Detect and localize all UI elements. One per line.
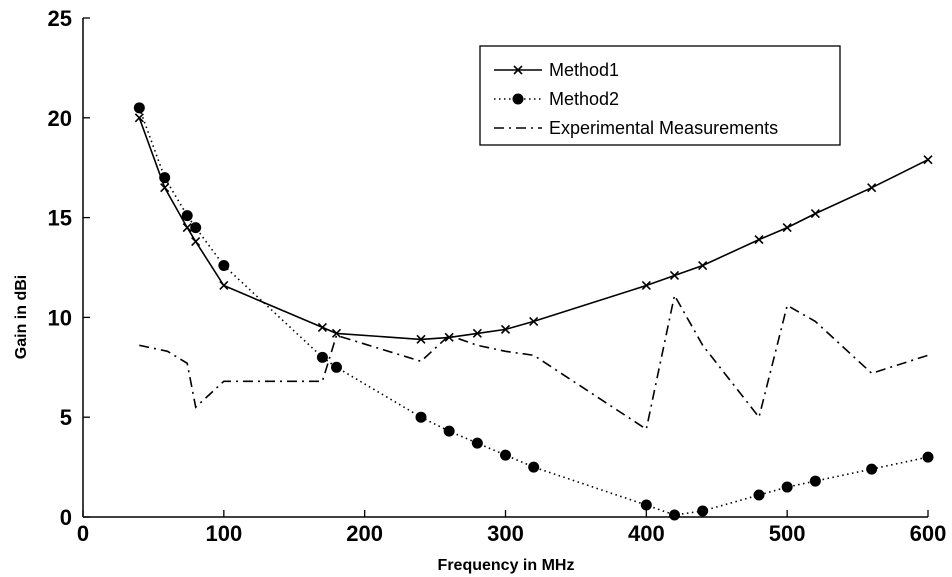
- data-point: [528, 461, 540, 473]
- data-point: [317, 322, 327, 332]
- data-point: [159, 172, 171, 184]
- axes: 0 100 200 300 400 500 600 0 5 10 15 20 25: [48, 6, 947, 546]
- legend-label: Method2: [549, 89, 619, 109]
- data-point: [754, 234, 764, 245]
- x-tick-label: 200: [346, 521, 383, 546]
- data-point: [866, 463, 878, 475]
- series-line: [138, 117, 929, 341]
- x-tick-label: 600: [910, 521, 947, 546]
- data-point: [923, 155, 933, 165]
- data-point: [753, 489, 765, 501]
- x-axis-title: Frequency in MHz: [438, 557, 575, 574]
- data-point: [782, 223, 792, 233]
- data-point: [781, 481, 793, 493]
- data-point: [218, 260, 230, 272]
- data-point: [641, 280, 651, 291]
- data-point: [471, 437, 483, 449]
- legend: Method1 Method2 Experimental Measurements: [479, 45, 841, 146]
- legend-entry: Experimental Measurements: [494, 118, 778, 138]
- data-point: [444, 332, 454, 342]
- data-point: [190, 222, 202, 234]
- data-point: [219, 280, 229, 291]
- data-point: [182, 223, 192, 233]
- series-1: [134, 113, 933, 344]
- series-2: [133, 102, 934, 521]
- data-point: [134, 113, 144, 123]
- y-tick-label: 5: [60, 405, 72, 430]
- data-point: [697, 505, 709, 517]
- data-point: [810, 209, 820, 219]
- data-point: [640, 499, 652, 511]
- series-line: [139, 293, 929, 431]
- data-point: [191, 236, 201, 247]
- data-point: [443, 425, 455, 437]
- x-tick-label: 300: [487, 521, 524, 546]
- data-point: [529, 316, 539, 326]
- data-point: [331, 361, 342, 373]
- data-point: [669, 270, 680, 281]
- data-point: [500, 324, 511, 334]
- legend-entry: Method2: [494, 89, 619, 109]
- y-tick-label: 15: [48, 206, 72, 231]
- data-point: [472, 328, 482, 338]
- data-point: [416, 334, 426, 344]
- y-tick-label: 25: [48, 6, 72, 31]
- data-point: [669, 509, 680, 521]
- x-tick-label: 0: [77, 521, 89, 546]
- data-point: [160, 183, 170, 193]
- y-tick-label: 0: [60, 505, 72, 530]
- x-tick-label: 100: [205, 521, 242, 546]
- data-point: [331, 328, 342, 338]
- legend-marker: [512, 93, 524, 105]
- series-line: [138, 107, 929, 516]
- data-point: [500, 449, 511, 461]
- data-point: [698, 260, 708, 271]
- data-point: [415, 411, 427, 423]
- y-axis-title: Gain in dBi: [13, 275, 30, 359]
- legend-entry: Method1: [494, 60, 619, 80]
- y-tick-label: 10: [48, 305, 72, 330]
- legend-label: Method1: [549, 60, 619, 80]
- data-point: [809, 475, 821, 487]
- series-3: [139, 293, 929, 431]
- x-tick-label: 500: [769, 521, 806, 546]
- legend-marker: [513, 65, 523, 75]
- legend-label: Experimental Measurements: [549, 118, 778, 138]
- data-point: [922, 451, 934, 463]
- data-point: [316, 351, 328, 363]
- data-point: [867, 183, 877, 193]
- series-layer: [133, 102, 934, 521]
- data-point: [181, 210, 193, 222]
- x-tick-label: 400: [628, 521, 665, 546]
- data-point: [133, 102, 145, 114]
- y-tick-label: 20: [48, 106, 72, 131]
